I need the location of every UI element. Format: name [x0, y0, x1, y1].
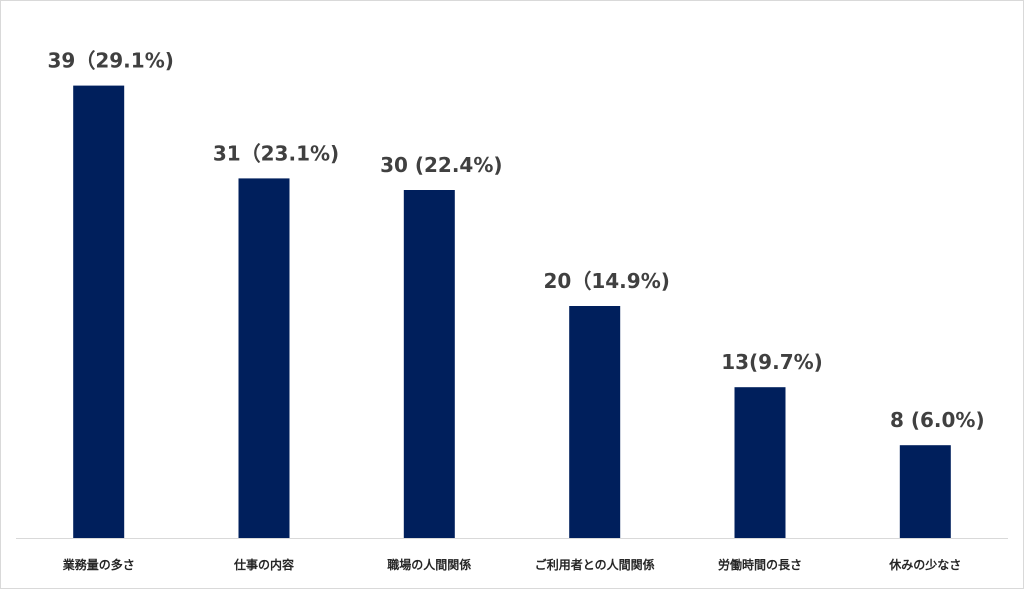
data-label-2: 31（23.1%) [213, 141, 339, 165]
bar-6 [899, 445, 951, 538]
data-label-5: 13(9.7%) [721, 350, 823, 374]
bar-1 [73, 85, 125, 538]
data-label-6: 8 (6.0%) [890, 408, 985, 432]
category-label-3: 職場の人間関係 [387, 557, 471, 572]
bar-2 [238, 178, 290, 538]
category-label-4: ご利用者との人間関係 [535, 557, 655, 572]
data-label-1: 39（29.1%) [48, 49, 174, 73]
category-label-1: 業務量の多さ [62, 557, 135, 572]
bar-3 [403, 190, 455, 538]
category-label-5: 労働時間の長さ [718, 557, 802, 572]
bar-4 [569, 306, 621, 538]
category-label-2: 仕事の内容 [233, 557, 294, 572]
category-label-6: 休みの少なさ [888, 557, 961, 572]
data-label-4: 20（14.9%) [544, 269, 670, 293]
data-label-3: 30 (22.4%) [380, 153, 502, 177]
bar-5 [734, 387, 786, 538]
